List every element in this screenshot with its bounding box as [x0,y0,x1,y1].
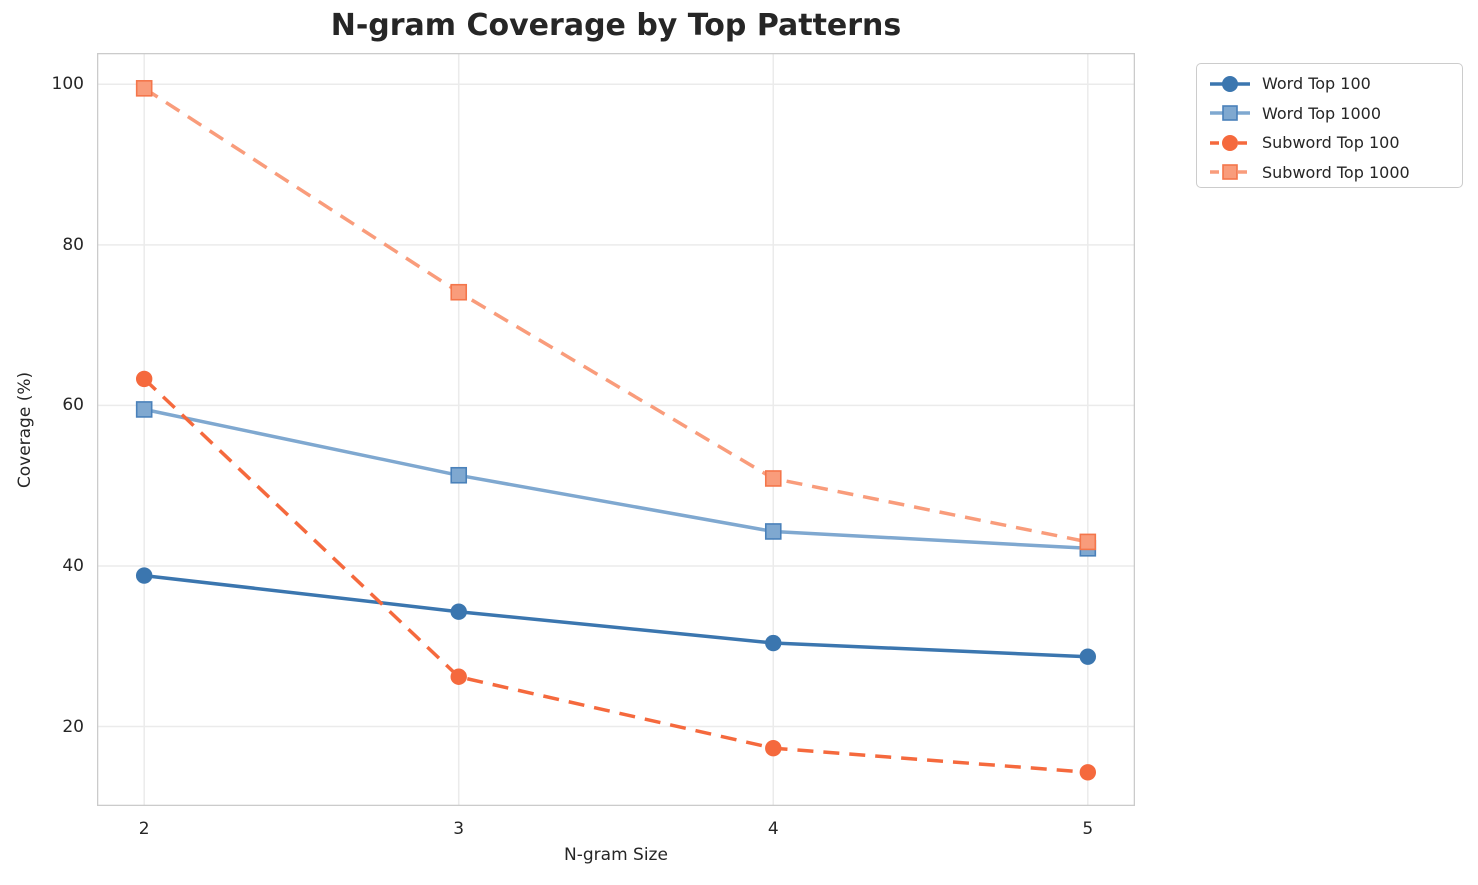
marker-circle-word-top-100 [765,634,782,652]
legend-swatch-subword-top-1000 [1210,164,1250,181]
x-tick-label: 3 [453,819,465,839]
legend-label-subword-top-1000: Subword Top 1000 [1262,162,1410,182]
legend-marker-square-word-top-1000 [1222,105,1238,122]
legend-label-word-top-1000: Word Top 1000 [1262,103,1382,123]
marker-circle-subword-top-100 [1079,764,1097,781]
legend: Word Top 100 Word Top 1000 Subword Top 100… [1196,63,1463,188]
legend-label-subword-top-100: Subword Top 100 [1262,133,1400,153]
marker-square-word-top-1000 [764,523,782,540]
y-tick-label: 40 [62,555,84,576]
x-axis-label: N-gram Size [564,845,668,865]
legend-item-word-top-100: Word Top 100 [1209,69,1462,98]
marker-circle-subword-top-100 [765,740,782,757]
legend-label-word-top-100: Word Top 100 [1262,74,1371,94]
marker-circle-subword-top-100 [135,370,153,388]
plot-area [96,52,1135,807]
marker-circle-word-top-100 [1079,648,1097,665]
marker-square-word-top-1000 [135,401,153,418]
legend-item-subword-top-1000: Subword Top 1000 [1209,158,1462,187]
x-tick-label: 5 [1082,819,1094,839]
series-line-word-top-100 [144,573,1088,659]
legend-swatch-word-top-100 [1210,75,1250,92]
series-line-subword-top-1000 [143,86,1089,544]
x-tick-label: 2 [138,819,150,839]
legend-marker-circle-subword-top-100 [1222,134,1238,151]
legend-item-word-top-1000: Word Top 1000 [1209,99,1462,128]
marker-circle-word-top-100 [450,603,467,620]
legend-marker-circle-word-top-100 [1222,75,1238,92]
series-line-word-top-1000 [143,407,1088,551]
series-line-subword-top-100 [142,377,1088,775]
marker-square-subword-top-1000 [450,283,468,301]
marker-circle-word-top-100 [135,567,153,584]
marker-circle-subword-top-100 [450,668,467,685]
y-tick-label: 100 [51,74,84,95]
y-tick-label: 80 [62,234,84,255]
marker-square-subword-top-1000 [135,80,153,97]
y-tick-label: 20 [62,716,84,737]
legend-marker-square-subword-top-1000 [1222,164,1238,181]
marker-square-subword-top-1000 [764,470,782,487]
plot-border [96,52,1135,807]
chart-title: N-gram Coverage by Top Patterns [330,8,902,43]
y-tick-label: 60 [62,395,84,416]
x-tick-label: 4 [767,819,779,839]
legend-item-subword-top-100: Subword Top 100 [1209,128,1462,157]
marker-square-word-top-1000 [450,466,468,484]
legend-swatch-word-top-1000 [1210,105,1250,122]
y-axis-label: Coverage (%) [15,371,35,489]
marker-square-subword-top-1000 [1079,533,1097,551]
legend-swatch-subword-top-100 [1210,134,1250,151]
